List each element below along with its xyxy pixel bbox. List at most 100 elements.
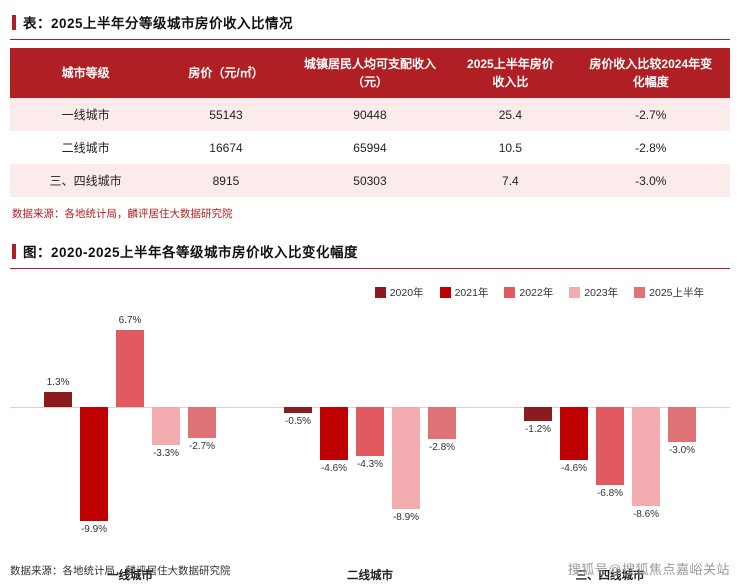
bar-slot: -9.9%	[76, 312, 112, 557]
legend-swatch	[504, 287, 516, 298]
table-cell: 8915	[212, 173, 240, 188]
table-row: 三、四线城市 8915 50303 7.4 -3.0%	[10, 164, 730, 197]
bar-value-label: -3.3%	[152, 447, 180, 459]
table-cell: 55143	[209, 107, 243, 122]
bar	[596, 407, 624, 486]
table-row: 一线城市 55143 90448 25.4 -2.7%	[10, 98, 730, 131]
table-header-row: 城市等级 房价（元/㎡） 城镇居民人均可支配收入（元） 2025上半年房价收入比 房价收…	[10, 48, 730, 98]
bar-value-label: -4.6%	[560, 462, 588, 474]
title-accent-bar	[12, 14, 16, 30]
legend-label: 2021年	[454, 287, 489, 299]
table-cell: 三、四线城市	[49, 174, 122, 188]
bar	[320, 407, 348, 460]
bar-value-label: 6.7%	[118, 314, 142, 326]
chart-source: 数据来源：各地统计局，麟评居住大数据研究院	[10, 565, 231, 577]
table-cell: -2.8%	[635, 140, 667, 155]
table-cell: -3.0%	[635, 173, 667, 188]
bar	[80, 407, 108, 521]
chart-plot-area: 1.3% -9.9% 6.7% -3.3% -2.7% -0.5% -4.6% -4.3% -8…	[10, 312, 730, 557]
legend-label: 2022年	[519, 287, 554, 299]
chart-title: 图：2020-2025上半年各等级城市房价收入比变化幅度	[23, 245, 359, 260]
category-label: 一线城市	[107, 570, 153, 582]
bar	[560, 407, 588, 460]
bar	[668, 407, 696, 442]
legend-swatch	[634, 287, 646, 298]
price-income-table: 城市等级 房价（元/㎡） 城镇居民人均可支配收入（元） 2025上半年房价收入比 房价收…	[10, 48, 730, 197]
category-label: 三、四线城市	[575, 570, 645, 582]
bar	[356, 407, 384, 457]
legend-swatch	[569, 287, 581, 298]
bar	[116, 329, 144, 407]
legend-item: 2020年	[374, 285, 424, 300]
bar-group: 1.3% -9.9% 6.7% -3.3% -2.7%	[40, 312, 220, 557]
watermark: 搜狐号@搜狐焦点嘉峪关站	[567, 562, 730, 577]
bar-value-label: 1.3%	[46, 377, 70, 389]
table-cell: 10.5	[498, 140, 523, 155]
bar-value-label: -0.5%	[284, 415, 312, 427]
bar-value-label: -8.9%	[392, 512, 420, 524]
bar-slot: -2.7%	[184, 312, 220, 557]
bar-value-label: -6.8%	[596, 488, 624, 500]
table-header-cell: 城市等级	[61, 66, 110, 80]
footer-row: 数据来源：各地统计局，麟评居住大数据研究院 搜狐号@搜狐焦点嘉峪关站	[10, 559, 730, 578]
bar-group: -1.2% -4.6% -6.8% -8.6% -3.0%	[520, 312, 700, 557]
bar-slot: -4.6%	[316, 312, 352, 557]
bar-slot: 1.3%	[40, 312, 76, 557]
bar-group: -0.5% -4.6% -4.3% -8.9% -2.8%	[280, 312, 460, 557]
table-title: 表：2025上半年分等级城市房价收入比情况	[23, 16, 294, 31]
table-source: 数据来源：各地统计局，麟评居住大数据研究院	[12, 208, 233, 220]
legend-swatch	[374, 287, 386, 298]
table-header-cell: 城镇居民人均可支配收入（元）	[303, 57, 436, 89]
bar-value-label: -1.2%	[524, 423, 552, 435]
chart-section-head: 图：2020-2025上半年各等级城市房价收入比变化幅度	[10, 237, 730, 269]
legend-swatch	[439, 287, 451, 298]
table-cell: 90448	[353, 107, 387, 122]
table-cell: -2.7%	[635, 107, 667, 122]
bar	[188, 407, 216, 439]
table-cell: 65994	[353, 140, 387, 155]
table-body: 一线城市 55143 90448 25.4 -2.7% 二线城市 16674 65994 10.…	[10, 98, 730, 197]
bar	[392, 407, 420, 510]
legend-label: 2025上半年	[649, 287, 704, 299]
legend-item: 2021年	[439, 285, 489, 300]
table-header-cell: 2025上半年房价收入比	[467, 57, 554, 89]
bar-slot: -3.3%	[148, 312, 184, 557]
bar-value-label: -9.9%	[80, 523, 108, 535]
legend-item: 2022年	[504, 285, 553, 300]
legend-label: 2023年	[584, 287, 619, 299]
bar-slot: -8.6%	[628, 312, 664, 557]
bar-chart: 2020年 2021年 2022年 2023年 2025上半年 1.3% -9.9% 6.7…	[10, 271, 730, 583]
bar	[284, 407, 312, 413]
bar-value-label: -2.8%	[428, 442, 456, 454]
bar-slot: 6.7%	[112, 312, 148, 557]
bar-value-label: -2.7%	[188, 441, 216, 453]
table-cell: 一线城市	[61, 108, 110, 122]
chart-legend: 2020年 2021年 2022年 2023年 2025上半年	[10, 271, 730, 308]
bar-slot: -4.6%	[556, 312, 592, 557]
bar-value-label: -4.3%	[356, 459, 384, 471]
bar-slot: -6.8%	[592, 312, 628, 557]
bar-slot: -0.5%	[280, 312, 316, 557]
bar-slot: -2.8%	[424, 312, 460, 557]
table-cell: 16674	[209, 140, 243, 155]
legend-item: 2023年	[569, 285, 618, 300]
bar	[152, 407, 180, 445]
bar-slot: -4.3%	[352, 312, 388, 557]
table-cell: 25.4	[498, 107, 523, 122]
category-axis: 一线城市 二线城市 三、四线城市	[10, 567, 730, 583]
table-cell: 二线城市	[61, 141, 110, 155]
table-header-cell: 房价收入比较2024年变化幅度	[589, 57, 713, 89]
bar-slot: -3.0%	[664, 312, 700, 557]
bar-value-label: -4.6%	[320, 462, 348, 474]
table-section-head: 表：2025上半年分等级城市房价收入比情况	[10, 8, 730, 40]
bar	[44, 392, 72, 407]
table-cell: 50303	[353, 173, 387, 188]
table-cell: 7.4	[502, 173, 519, 188]
table-header-cell: 房价（元/㎡）	[188, 66, 264, 80]
legend-item: 2025上半年	[634, 285, 704, 300]
table-row: 二线城市 16674 65994 10.5 -2.8%	[10, 131, 730, 164]
bar-value-label: -8.6%	[632, 508, 660, 520]
table-header: 城市等级 房价（元/㎡） 城镇居民人均可支配收入（元） 2025上半年房价收入比 房价收…	[10, 48, 730, 98]
title-accent-bar	[12, 243, 16, 259]
